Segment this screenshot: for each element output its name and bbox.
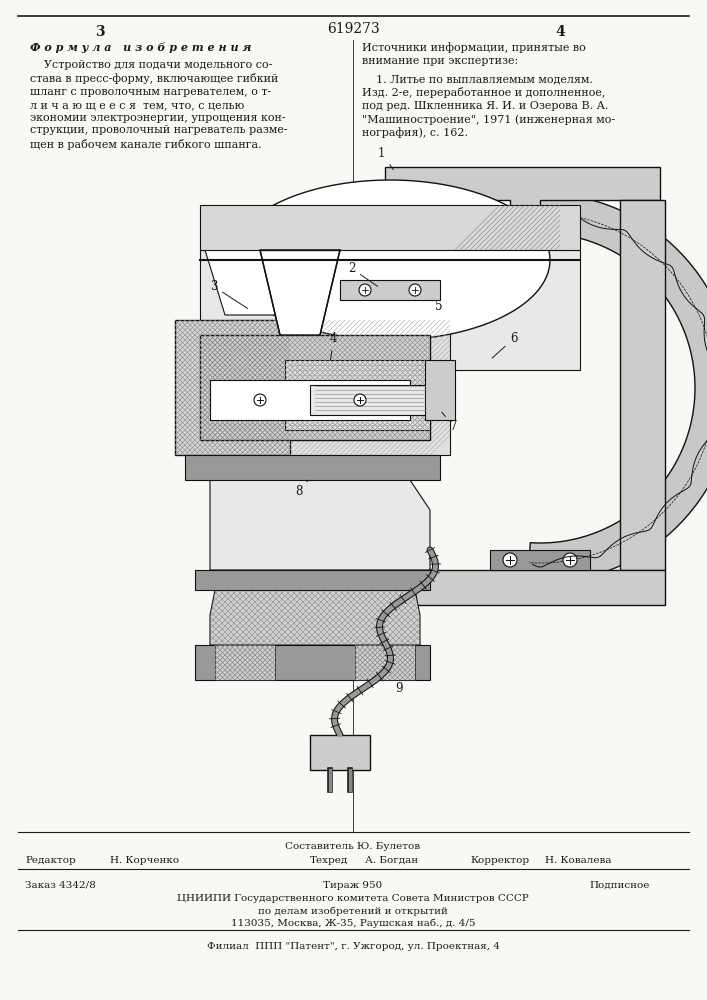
Polygon shape [200,250,580,370]
Text: Техред: Техред [310,856,349,865]
Polygon shape [230,260,550,340]
Polygon shape [385,570,665,605]
Polygon shape [200,250,580,370]
Text: Составитель Ю. Булетов: Составитель Ю. Булетов [286,842,421,851]
Text: А. Богдан: А. Богдан [365,856,418,865]
Polygon shape [200,205,580,250]
Polygon shape [285,360,430,430]
Text: Редактор: Редактор [25,856,76,865]
Circle shape [359,284,371,296]
Text: Филиал  ППП "Патент", г. Ужгород, ул. Проектная, 4: Филиал ППП "Патент", г. Ужгород, ул. Про… [206,942,499,951]
Polygon shape [385,167,660,222]
Polygon shape [310,385,430,415]
Polygon shape [230,180,550,260]
Text: Ф о р м у л а   и з о б р е т е н и я: Ф о р м у л а и з о б р е т е н и я [30,42,252,53]
Text: Н. Корченко: Н. Корченко [110,856,179,865]
Polygon shape [260,250,340,335]
Text: Подписное: Подписное [590,881,650,890]
Polygon shape [215,645,275,680]
Text: 3: 3 [95,25,105,39]
Polygon shape [175,320,290,455]
Text: ЦНИИПИ Государственного комитета Совета Министров СССР: ЦНИИПИ Государственного комитета Совета … [177,894,529,903]
Polygon shape [210,590,420,645]
Polygon shape [340,280,440,300]
Circle shape [563,553,577,567]
Text: по делам изобретений и открытий: по делам изобретений и открытий [258,906,448,916]
Circle shape [354,394,366,406]
Polygon shape [490,550,590,570]
Polygon shape [230,320,450,455]
Text: Тираж 950: Тираж 950 [323,881,382,890]
Polygon shape [195,570,430,590]
Polygon shape [205,250,315,315]
Text: Н. Ковалева: Н. Ковалева [545,856,612,865]
Text: Источники информации, принятые во
внимание при экспертизе:: Источники информации, принятые во вниман… [362,42,586,66]
Polygon shape [425,360,455,420]
Text: Заказ 4342/8: Заказ 4342/8 [25,881,95,890]
Polygon shape [527,193,707,583]
Text: 2: 2 [348,262,378,286]
Polygon shape [355,645,415,680]
Text: 5: 5 [435,300,443,313]
Polygon shape [215,645,275,680]
Polygon shape [200,205,580,250]
Text: Корректор: Корректор [470,856,529,865]
Polygon shape [310,735,370,770]
Text: 619273: 619273 [327,22,380,36]
Circle shape [503,553,517,567]
Text: Устройство для подачи модельного со-
става в пресс-форму, включающее гибкий
шлан: Устройство для подачи модельного со- ста… [30,60,288,149]
Polygon shape [215,210,305,250]
Text: 9: 9 [395,682,402,695]
Polygon shape [195,645,430,680]
Polygon shape [210,590,420,645]
Text: 3: 3 [210,280,247,308]
Text: 8: 8 [295,480,308,498]
Text: 4: 4 [555,25,565,39]
Circle shape [409,284,421,296]
Text: 1: 1 [378,147,393,170]
Polygon shape [620,200,665,570]
Polygon shape [355,645,415,680]
Polygon shape [210,380,410,420]
Polygon shape [210,480,430,570]
Polygon shape [185,455,440,480]
Text: 113035, Москва, Ж-35, Раушская наб., д. 4/5: 113035, Москва, Ж-35, Раушская наб., д. … [230,918,475,928]
Text: 6: 6 [492,332,518,358]
Circle shape [254,394,266,406]
Text: 7: 7 [442,412,457,433]
Text: 4: 4 [330,332,337,360]
Text: 1. Литье по выплавляемым моделям.
Изд. 2-е, переработанное и дополненное,
под ре: 1. Литье по выплавляемым моделям. Изд. 2… [362,74,615,138]
Polygon shape [200,335,430,440]
